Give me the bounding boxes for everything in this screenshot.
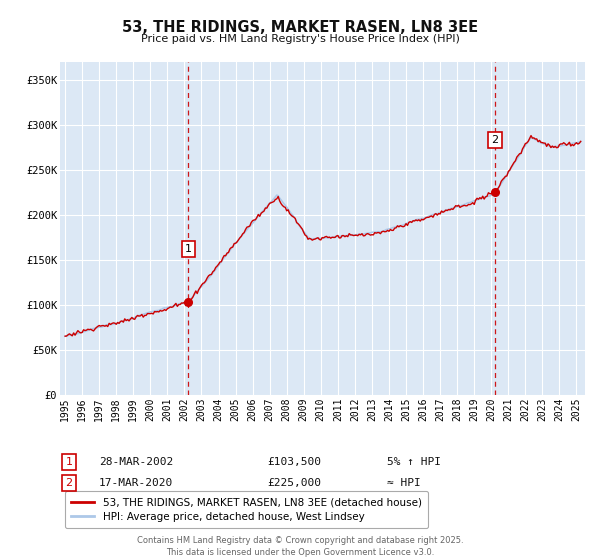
Text: 2: 2 xyxy=(65,478,73,488)
Text: 17-MAR-2020: 17-MAR-2020 xyxy=(99,478,173,488)
Legend: 53, THE RIDINGS, MARKET RASEN, LN8 3EE (detached house), HPI: Average price, det: 53, THE RIDINGS, MARKET RASEN, LN8 3EE (… xyxy=(65,491,428,528)
Text: 5% ↑ HPI: 5% ↑ HPI xyxy=(387,457,441,467)
Text: 28-MAR-2002: 28-MAR-2002 xyxy=(99,457,173,467)
Text: ≈ HPI: ≈ HPI xyxy=(387,478,421,488)
Text: 1: 1 xyxy=(185,244,192,254)
Text: 1: 1 xyxy=(65,457,73,467)
Text: 53, THE RIDINGS, MARKET RASEN, LN8 3EE: 53, THE RIDINGS, MARKET RASEN, LN8 3EE xyxy=(122,20,478,35)
Text: 2: 2 xyxy=(491,135,499,145)
Text: £103,500: £103,500 xyxy=(267,457,321,467)
Text: Contains HM Land Registry data © Crown copyright and database right 2025.
This d: Contains HM Land Registry data © Crown c… xyxy=(137,536,463,557)
Text: £225,000: £225,000 xyxy=(267,478,321,488)
Text: Price paid vs. HM Land Registry's House Price Index (HPI): Price paid vs. HM Land Registry's House … xyxy=(140,34,460,44)
